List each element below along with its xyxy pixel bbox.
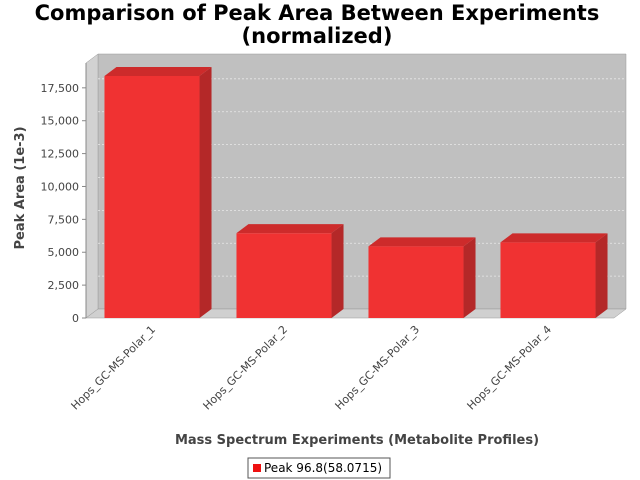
legend-label: Peak 96.8(58.0715) [264,461,382,475]
bar-side [199,67,212,318]
plot-left-wall [85,53,99,319]
x-tick-label: Hops_GC-MS-Polar_2 [201,323,291,413]
bar [368,246,464,318]
bar-side [463,237,476,318]
chart-title-line-2: (normalized) [242,24,393,48]
bar [236,233,332,318]
y-tick-label: 5,000 [48,246,80,259]
y-tick-label: 17,500 [41,82,80,95]
x-tick-label: Hops_GC-MS-Polar_3 [333,323,423,413]
bar [104,76,200,318]
bar-top [236,224,344,234]
y-tick-label: 2,500 [48,279,80,292]
bar-top [500,233,608,243]
bar-side [595,233,608,318]
bars [104,67,608,318]
bar [500,242,596,318]
y-axis-title: Peak Area (1e-3) [13,126,28,249]
y-tick-label: 12,500 [41,148,80,161]
legend-swatch [253,464,261,472]
legend: Peak 96.8(58.0715) [247,457,391,479]
bar-top [368,237,476,247]
y-tick-label: 7,500 [48,213,80,226]
legend-frame [247,457,391,479]
y-tick-label: 15,000 [41,115,80,128]
y-tick-label: 10,000 [41,180,80,193]
x-tick-label: Hops_GC-MS-Polar_4 [465,323,555,413]
x-tick-label: Hops_GC-MS-Polar_1 [69,323,159,413]
x-axis-title: Mass Spectrum Experiments (Metabolite Pr… [175,433,539,448]
bar-side [331,224,344,318]
x-axis: Hops_GC-MS-Polar_1 Hops_GC-MS-Polar_2 Hops… [69,323,555,413]
bar-top [104,67,212,76]
y-tick-label: 0 [72,312,79,325]
chart-title-line-1: Comparison of Peak Area Between Experime… [35,1,600,25]
